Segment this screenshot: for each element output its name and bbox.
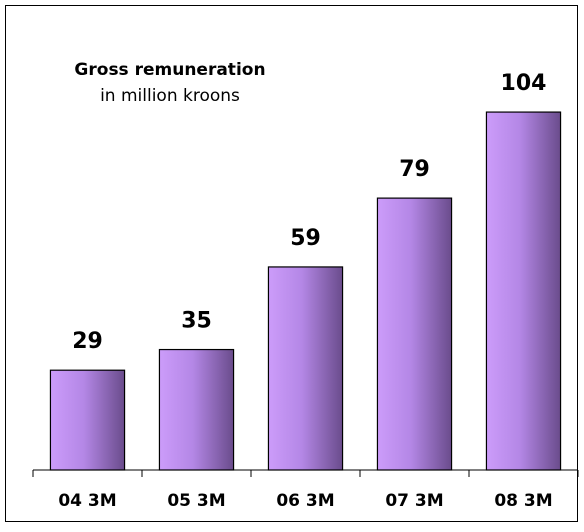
bar <box>158 348 235 471</box>
x-tick-label: 08 3M <box>494 491 552 511</box>
value-label: 104 <box>501 71 547 96</box>
chart-title: Gross remuneration <box>74 60 265 80</box>
value-label: 35 <box>181 309 212 334</box>
bar <box>376 197 453 471</box>
value-label: 79 <box>399 157 430 182</box>
x-tick-label: 07 3M <box>385 491 443 511</box>
bar <box>485 111 562 471</box>
bar <box>49 369 126 471</box>
bar <box>267 266 344 471</box>
x-tick-label: 06 3M <box>276 491 334 511</box>
chart-subtitle: in million kroons <box>100 86 240 106</box>
value-label: 59 <box>290 226 321 251</box>
x-tick-label: 05 3M <box>167 491 225 511</box>
value-label: 29 <box>72 329 103 354</box>
x-tick-label: 04 3M <box>58 491 116 511</box>
